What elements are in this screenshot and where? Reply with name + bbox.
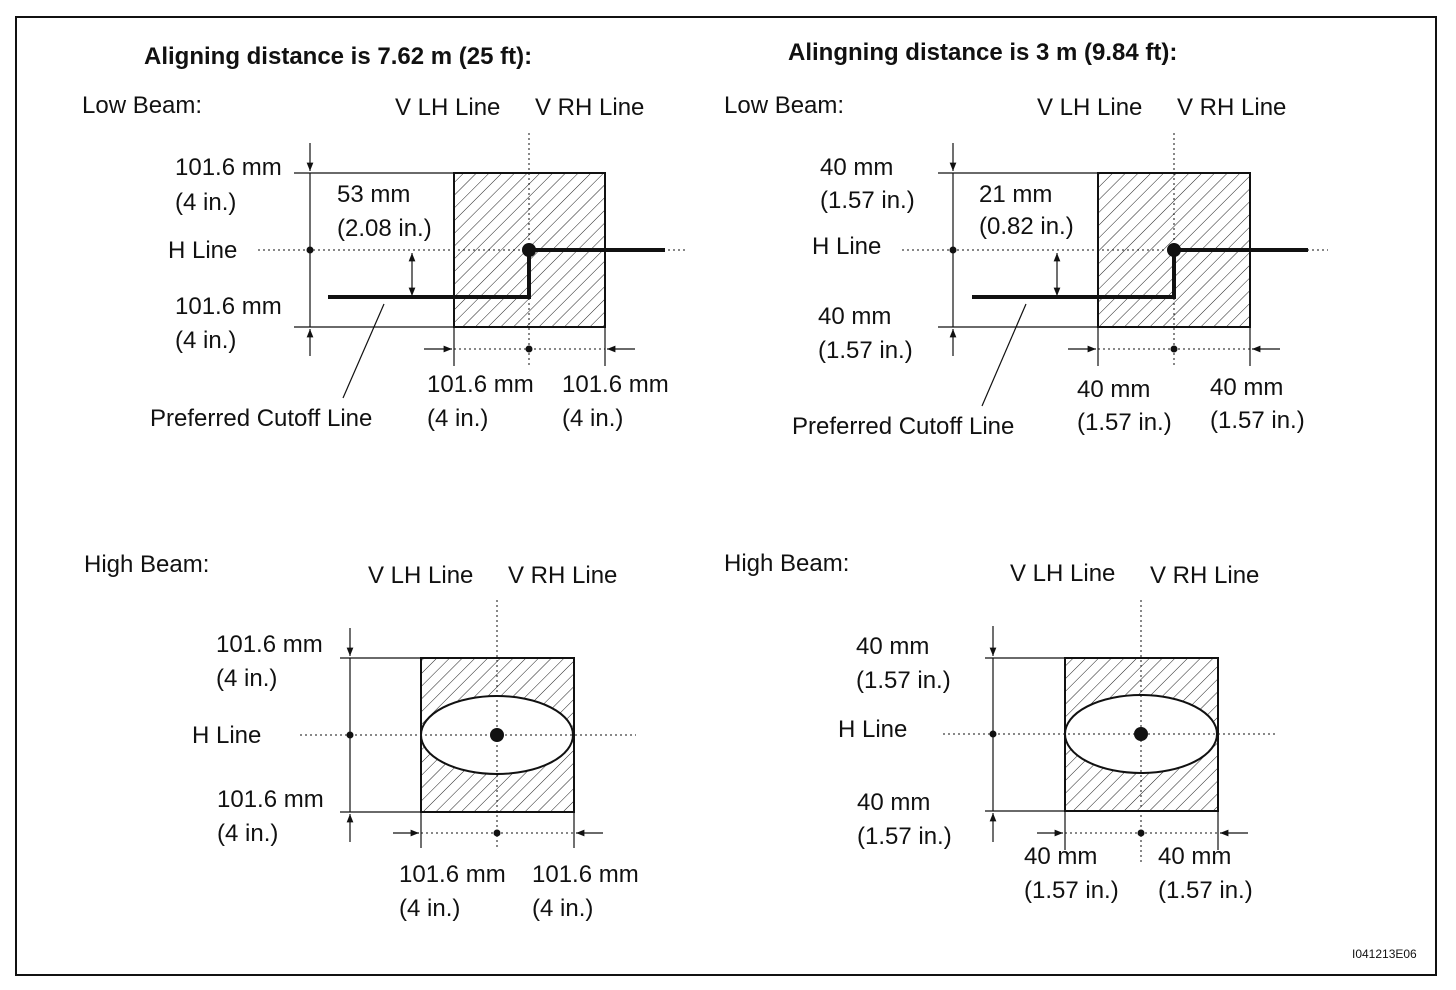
left-high-vlh-label: V LH Line <box>368 562 473 589</box>
left-title: Aligning distance is 7.62 m (25 ft): <box>144 43 532 70</box>
right-low-drop-in: (0.82 in.) <box>979 213 1074 240</box>
left-low-lower-mm: 101.6 mm <box>175 293 282 320</box>
right-low-left-mm: 40 mm <box>1077 376 1150 403</box>
right-high-left-mm: 40 mm <box>1024 843 1097 870</box>
left-high-right-mm: 101.6 mm <box>532 861 639 888</box>
right-high-beam-diagram: High Beam: V LH Line V RH Line 40 mm (1.… <box>724 550 1278 904</box>
right-high-vlh-label: V LH Line <box>1010 560 1115 587</box>
right-high-upper-mm: 40 mm <box>856 633 929 660</box>
left-low-right-in: (4 in.) <box>562 405 623 432</box>
left-high-h-line-label: H Line <box>192 722 261 749</box>
left-low-upper-mm: 101.6 mm <box>175 154 282 181</box>
left-high-right-in: (4 in.) <box>532 895 593 922</box>
right-low-right-in: (1.57 in.) <box>1210 407 1305 434</box>
right-high-lower-mm: 40 mm <box>857 789 930 816</box>
right-high-upper-in: (1.57 in.) <box>856 667 951 694</box>
left-high-lower-mm: 101.6 mm <box>217 786 324 813</box>
right-low-drop-mm: 21 mm <box>979 181 1052 208</box>
right-high-right-mm: 40 mm <box>1158 843 1231 870</box>
right-low-left-in: (1.57 in.) <box>1077 409 1172 436</box>
left-high-beam-diagram: High Beam: V LH Line V RH Line 101.6 mm … <box>84 551 639 922</box>
left-low-beam-diagram: Low Beam: V LH Line V RH Line 101.6 mm (… <box>82 92 685 432</box>
left-high-center-dot <box>490 728 504 742</box>
left-low-right-mm: 101.6 mm <box>562 371 669 398</box>
right-high-h-line-label: H Line <box>838 716 907 743</box>
left-high-lower-in: (4 in.) <box>217 820 278 847</box>
left-high-upper-mm: 101.6 mm <box>216 631 323 658</box>
left-low-left-mm: 101.6 mm <box>427 371 534 398</box>
left-low-cutoff-label: Preferred Cutoff Line <box>150 405 372 432</box>
right-high-right-in: (1.57 in.) <box>1158 877 1253 904</box>
figure-frame <box>15 16 1437 976</box>
left-high-beam-label: High Beam: <box>84 551 209 578</box>
right-low-cutoff-label: Preferred Cutoff Line <box>792 413 1014 440</box>
right-high-vrh-label: V RH Line <box>1150 562 1259 589</box>
left-low-cutoff-line <box>328 248 665 299</box>
right-low-lower-mm: 40 mm <box>818 303 891 330</box>
left-low-drop-in: (2.08 in.) <box>337 215 432 242</box>
right-low-upper-in: (1.57 in.) <box>820 187 915 214</box>
right-low-upper-mm: 40 mm <box>820 154 893 181</box>
right-low-center-dot <box>1167 243 1181 257</box>
right-low-vrh-label: V RH Line <box>1177 94 1286 121</box>
left-low-lower-in: (4 in.) <box>175 327 236 354</box>
right-title: Alingning distance is 3 m (9.84 ft): <box>788 39 1177 66</box>
left-low-left-in: (4 in.) <box>427 405 488 432</box>
left-high-left-in: (4 in.) <box>399 895 460 922</box>
right-high-center-dot <box>1134 727 1148 741</box>
right-low-cutoff-line <box>972 248 1308 299</box>
right-low-right-mm: 40 mm <box>1210 374 1283 401</box>
right-high-beam-label: High Beam: <box>724 550 849 577</box>
left-high-upper-in: (4 in.) <box>216 665 277 692</box>
right-low-beam-label: Low Beam: <box>724 92 844 119</box>
left-low-center-dot <box>522 243 536 257</box>
left-low-vlh-label: V LH Line <box>395 94 500 121</box>
figure-code: I041213E06 <box>1352 947 1417 961</box>
left-low-beam-label: Low Beam: <box>82 92 202 119</box>
right-low-lower-in: (1.57 in.) <box>818 337 913 364</box>
left-low-drop-mm: 53 mm <box>337 181 410 208</box>
right-low-vlh-label: V LH Line <box>1037 94 1142 121</box>
left-high-vrh-label: V RH Line <box>508 562 617 589</box>
left-low-vrh-label: V RH Line <box>535 94 644 121</box>
right-low-beam-diagram: Low Beam: V LH Line V RH Line 40 mm (1.5… <box>724 92 1328 440</box>
left-low-h-line-label: H Line <box>168 237 237 264</box>
right-low-h-line-label: H Line <box>812 233 881 260</box>
left-low-upper-in: (4 in.) <box>175 189 236 216</box>
right-high-left-in: (1.57 in.) <box>1024 877 1119 904</box>
left-high-left-mm: 101.6 mm <box>399 861 506 888</box>
right-high-lower-in: (1.57 in.) <box>857 823 952 850</box>
